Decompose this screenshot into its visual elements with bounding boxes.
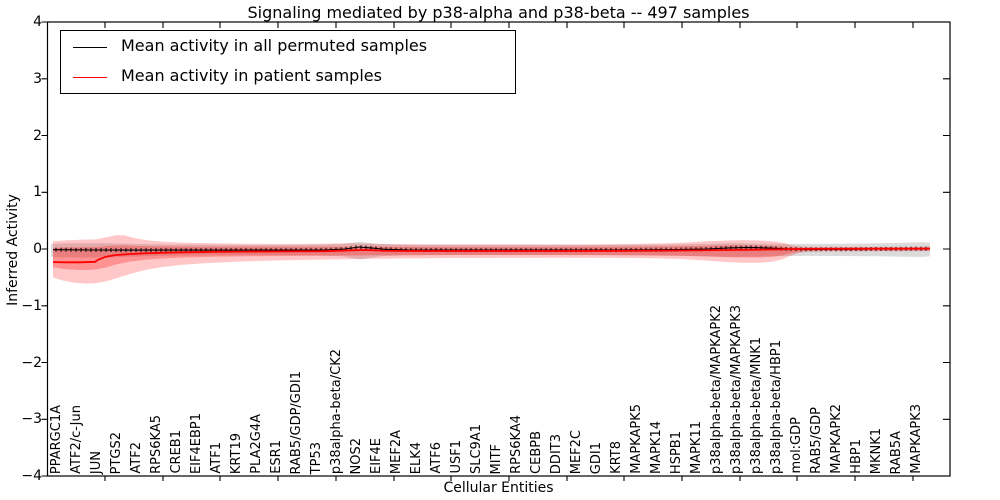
legend-label: Mean activity in patient samples [121, 66, 382, 85]
x-tick-label: RPS6KA5 [149, 415, 164, 474]
axis-ticks [41, 21, 950, 481]
x-tick-label: GDI1 [589, 441, 604, 474]
x-tick-label: ATF2 [129, 442, 144, 474]
x-tick-label: ELK4 [409, 441, 424, 474]
y-tick-label: −2 [21, 354, 42, 371]
x-tick-label: EIF4EBP1 [189, 412, 204, 474]
x-tick-label: RAB5/GDP [809, 407, 824, 474]
x-tick-label: ESR1 [269, 440, 284, 474]
x-tick-label: MITF [489, 443, 504, 474]
x-tick-label: KRT19 [229, 432, 244, 474]
legend-line-sample-red [73, 77, 107, 78]
x-tick-label: MAPKAPK3 [909, 404, 924, 474]
y-tick-label: 0 [33, 241, 42, 257]
x-tick-label: MKNK1 [869, 427, 884, 474]
x-tick-label: PTGS2 [109, 431, 124, 474]
legend-entry-patient: Mean activity in patient samples [61, 63, 515, 93]
x-tick-label: MAPK11 [689, 420, 704, 474]
x-tick-label: mol:GDP [789, 417, 804, 474]
x-tick-label: JUN [89, 450, 104, 474]
x-tick-label: TP53 [309, 441, 324, 474]
legend-label: Mean activity in all permuted samples [121, 36, 428, 55]
x-tick-label: HBP1 [849, 439, 864, 474]
y-tick-label: −3 [21, 411, 42, 428]
x-tick-label: NOS2 [349, 437, 364, 474]
y-tick-label: 4 [33, 14, 42, 30]
x-tick-label: p38alpha-beta/MAPKAPK2 [709, 305, 724, 474]
x-tick-label: MEF2C [569, 429, 584, 474]
x-tick-label: RAB5A [889, 430, 904, 474]
x-tick-label: ATF1 [209, 442, 224, 474]
x-tick-label: p38alpha-beta/HBP1 [769, 339, 784, 474]
legend: Mean activity in all permuted samples Me… [60, 30, 516, 94]
legend-line-sample-black [73, 47, 107, 48]
y-tick-label: 1 [33, 184, 42, 201]
x-tick-label: p38alpha-beta/MNK1 [749, 337, 764, 474]
y-tick-label: −1 [21, 297, 42, 314]
x-tick-label: USF1 [449, 440, 464, 474]
x-tick-label: p38alpha-beta/MAPKAPK3 [729, 305, 744, 474]
x-tick-label: MAPK14 [649, 420, 664, 474]
y-tick-label: −4 [21, 468, 42, 484]
legend-entry-permuted: Mean activity in all permuted samples [61, 33, 515, 63]
x-tick-label: RPS6KA4 [509, 415, 524, 474]
x-tick-label: MEF2A [389, 429, 404, 474]
x-tick-label: EIF4E [369, 437, 384, 474]
x-tick-label: KRT8 [609, 441, 624, 474]
x-axis-title: Cellular Entities [443, 480, 554, 496]
x-tick-label: PLA2G4A [249, 414, 264, 474]
x-tick-label: DDIT3 [549, 433, 564, 474]
patient-outer-band [53, 235, 930, 284]
x-tick-label: MAPKAPK2 [829, 404, 844, 474]
x-tick-label: RAB5/GDP/GDI1 [289, 370, 304, 474]
x-tick-label: HSPB1 [669, 430, 684, 474]
x-tick-label: ATF2/c-Jun [69, 405, 84, 474]
y-tick-label: 2 [33, 127, 42, 144]
chart-title: Signaling mediated by p38-alpha and p38-… [247, 3, 750, 22]
x-tick-label: p38alpha-beta/CK2 [329, 348, 344, 474]
x-tick-label: CEBPB [529, 431, 544, 474]
x-tick-label: SLC9A1 [469, 423, 484, 474]
x-tick-label: MAPKAPK5 [629, 404, 644, 474]
y-tick-label: 3 [33, 70, 42, 87]
x-tick-label: CREB1 [169, 430, 184, 474]
x-tick-label: PPARGC1A [49, 404, 64, 474]
patient-mean-line [52, 247, 931, 264]
x-tick-label: ATF6 [429, 442, 444, 474]
